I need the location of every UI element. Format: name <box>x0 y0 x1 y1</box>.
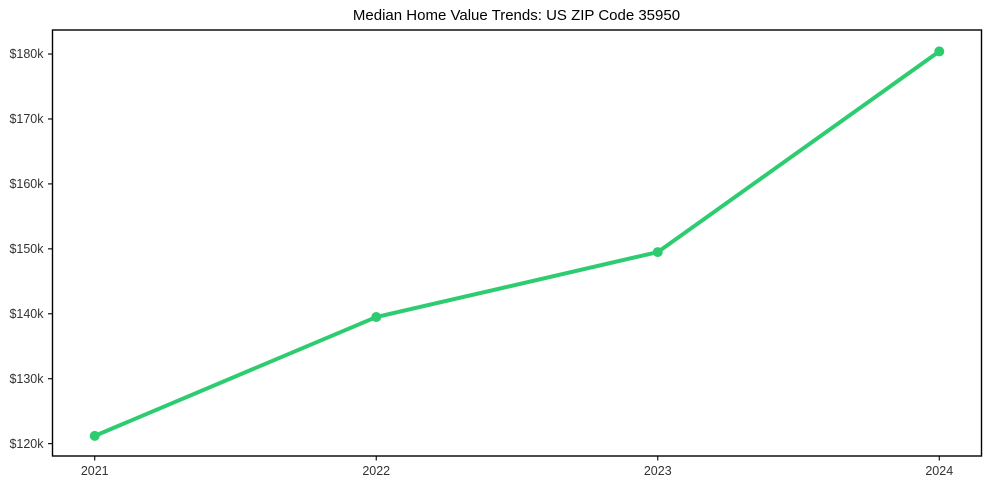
x-tick-label: 2021 <box>81 464 109 478</box>
y-tick-label: $130k <box>9 372 44 386</box>
y-tick-label: $170k <box>9 112 44 126</box>
y-tick-label: $140k <box>9 307 44 321</box>
data-point-marker <box>89 430 100 441</box>
x-tick-label: 2023 <box>644 464 672 478</box>
plot-border <box>51 29 983 457</box>
data-point-marker <box>652 247 663 258</box>
data-point-marker <box>371 312 382 323</box>
y-tick-label: $150k <box>9 242 44 256</box>
x-tick-label: 2024 <box>925 464 953 478</box>
y-tick-label: $120k <box>9 437 44 451</box>
y-tick-label: $160k <box>9 177 44 191</box>
trend-line <box>92 49 942 438</box>
y-tick-label: $180k <box>9 47 44 61</box>
chart-title: Median Home Value Trends: US ZIP Code 35… <box>352 7 681 24</box>
x-tick-label: 2022 <box>362 464 390 478</box>
data-point-marker <box>934 46 945 57</box>
